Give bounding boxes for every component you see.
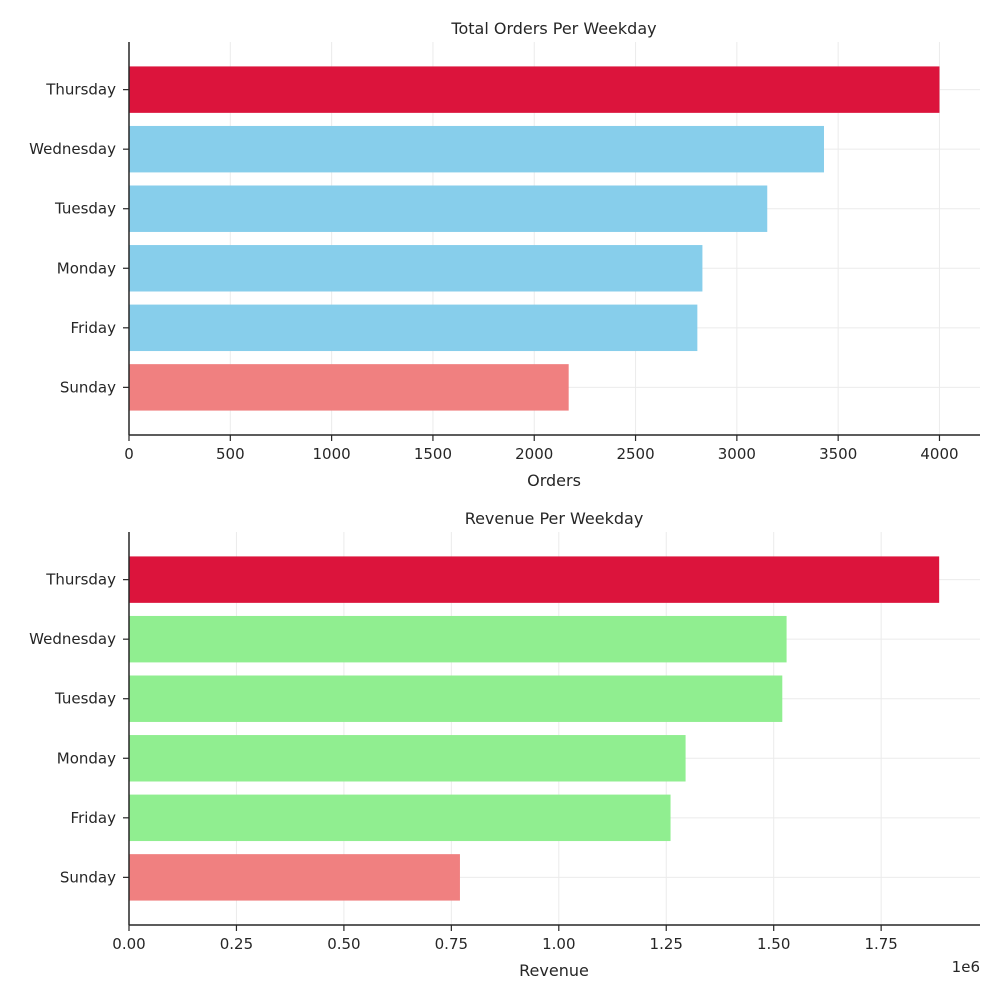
bar-thursday (129, 556, 940, 603)
x-tick-label: 1.25 (650, 935, 683, 953)
chart-title: Total Orders Per Weekday (450, 19, 656, 38)
x-tick-label: 0.00 (112, 935, 145, 953)
bars (129, 66, 940, 411)
x-tick-label: 1500 (414, 445, 452, 463)
x-tick-label: 0.25 (220, 935, 253, 953)
y-tick-label: Tuesday (54, 690, 116, 708)
bar-monday (129, 245, 703, 292)
x-axis-offset-label: 1e6 (952, 958, 980, 976)
y-tick-label: Sunday (60, 378, 116, 396)
y-tick-label: Friday (71, 809, 117, 827)
y-tick-label: Thursday (45, 571, 116, 589)
x-tick-label: 1.00 (542, 935, 575, 953)
bar-friday (129, 304, 698, 352)
bar-wednesday (129, 125, 824, 173)
bar-tuesday (129, 675, 783, 722)
y-tick-label: Wednesday (29, 140, 116, 158)
x-tick-label: 3500 (819, 445, 857, 463)
x-tick-label: 0.50 (327, 935, 360, 953)
y-tick-label: Sunday (60, 868, 116, 886)
x-tick-label: 1.75 (864, 935, 897, 953)
y-tick-label: Monday (57, 259, 116, 277)
bar-wednesday (129, 615, 787, 663)
bar-tuesday (129, 185, 768, 232)
x-tick-label: 2000 (515, 445, 553, 463)
x-tick-label: 500 (216, 445, 245, 463)
x-tick-label: 1.50 (757, 935, 790, 953)
revenue-panel: Revenue Per Weekday Revenue 1e6 0.00 0.25… (29, 509, 980, 980)
bars (129, 556, 940, 901)
bar-monday (129, 735, 686, 782)
y-tick-label: Friday (71, 319, 117, 337)
bar-sunday (129, 364, 569, 411)
x-tick-label: 1000 (313, 445, 351, 463)
x-tick-label: 0 (124, 445, 134, 463)
bar-friday (129, 794, 671, 842)
y-tick-label: Monday (57, 749, 116, 767)
chart-title: Revenue Per Weekday (465, 509, 644, 528)
x-tick-label: 3000 (718, 445, 756, 463)
x-tick-label: 0.75 (435, 935, 468, 953)
x-axis-label: Orders (527, 471, 581, 490)
bar-sunday (129, 854, 460, 901)
x-tick-label: 2500 (616, 445, 654, 463)
y-tick-label: Wednesday (29, 630, 116, 648)
bar-thursday (129, 66, 940, 113)
orders-panel: Total Orders Per Weekday Orders 0 500 1000… (29, 19, 980, 490)
x-axis-label: Revenue (519, 961, 589, 980)
y-tick-label: Tuesday (54, 200, 116, 218)
x-tick-label: 4000 (920, 445, 958, 463)
y-tick-label: Thursday (45, 81, 116, 99)
